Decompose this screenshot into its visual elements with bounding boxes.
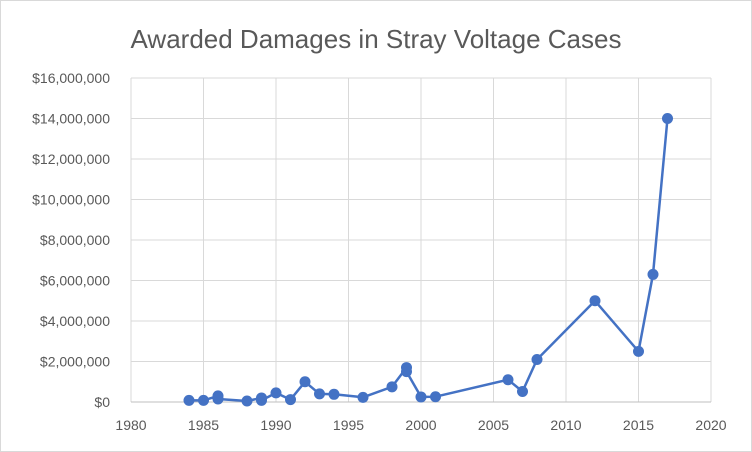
y-tick-label: $16,000,000: [32, 70, 110, 86]
data-point: [386, 381, 398, 393]
x-tick-label: 1990: [260, 417, 291, 433]
data-point: [662, 113, 673, 124]
data-point: [299, 376, 311, 388]
y-tick-label: $14,000,000: [32, 111, 110, 127]
x-tick-label: 2000: [405, 417, 436, 433]
data-point: [183, 394, 195, 406]
data-point: [589, 295, 601, 307]
series-line: [189, 118, 669, 403]
x-tick-label: 1995: [333, 417, 364, 433]
chart-title: Awarded Damages in Stray Voltage Cases: [131, 24, 622, 54]
x-axis-ticks: 1980 1985 1990 1995 2000 2005 2010 2015 2020: [115, 417, 726, 433]
data-point: [415, 391, 427, 403]
data-point: [241, 395, 253, 407]
data-point: [357, 391, 369, 403]
data-point: [198, 394, 209, 406]
y-tick-label: $4,000,000: [40, 313, 110, 329]
series-path: [189, 118, 669, 403]
data-point: [328, 388, 340, 400]
data-point: [401, 366, 412, 378]
data-point: [212, 393, 224, 405]
data-point: [647, 268, 659, 280]
data-points: [183, 113, 673, 407]
x-tick-label: 2010: [550, 417, 581, 433]
y-tick-label: $8,000,000: [40, 232, 110, 248]
x-tick-label: 2020: [695, 417, 726, 433]
data-point: [517, 385, 528, 397]
y-tick-label: $2,000,000: [40, 354, 110, 370]
y-tick-label: $0: [94, 394, 110, 410]
x-tick-label: 2015: [623, 417, 654, 433]
x-tick-label: 1985: [188, 417, 219, 433]
x-tick-label: 1980: [115, 417, 146, 433]
data-point: [285, 394, 296, 406]
y-tick-label: $10,000,000: [32, 192, 110, 208]
data-point: [314, 388, 325, 400]
data-point: [430, 391, 441, 403]
y-tick-label: $12,000,000: [32, 151, 110, 167]
gridlines: [130, 77, 712, 403]
x-tick-label: 2005: [478, 417, 509, 433]
data-point: [633, 345, 644, 357]
y-tick-label: $6,000,000: [40, 273, 110, 289]
y-axis-ticks: $0 $2,000,000 $4,000,000 $6,000,000 $8,000,0…: [32, 70, 110, 410]
data-point: [270, 387, 282, 399]
data-point: [531, 353, 543, 365]
data-point: [502, 374, 514, 386]
data-point: [256, 394, 267, 406]
